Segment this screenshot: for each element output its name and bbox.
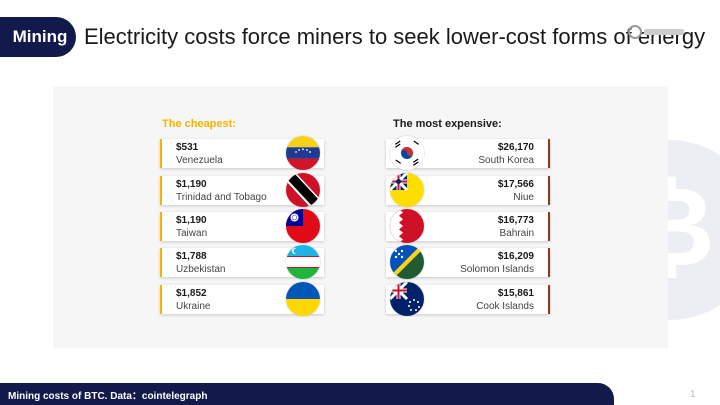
expensive-card: $17,566 Niue [386, 173, 550, 207]
expensive-country: Niue [513, 192, 534, 203]
cheapest-price: $531 [176, 142, 199, 153]
ukraine-flag-icon [286, 282, 320, 316]
company-logo-icon [628, 25, 684, 39]
cheapest-header: The cheapest: [162, 118, 236, 130]
footer-caption: Mining costs of BTC. Data：cointelegraph [8, 390, 208, 402]
venezuela-flag-icon [286, 136, 320, 170]
cheapest-country: Trinidad and Tobago [176, 192, 267, 203]
cheapest-country: Uzbekistan [176, 264, 226, 275]
uzbekistan-flag-icon [286, 245, 320, 279]
expensive-country: Cook Islands [476, 301, 534, 312]
cheapest-card: $1,788 Uzbekistan [160, 245, 324, 279]
cheapest-country: Taiwan [176, 228, 208, 239]
most-expensive-header: The most expensive: [393, 118, 502, 130]
cheapest-card: $531 Venezuela [160, 136, 324, 170]
expensive-country: Solomon Islands [460, 264, 534, 275]
solomon-islands-flag-icon [390, 245, 424, 279]
page-number: 1 [690, 389, 696, 400]
niue-flag-icon [390, 173, 424, 207]
taiwan-flag-icon [286, 209, 320, 243]
section-tag: Mining [0, 17, 76, 57]
cook-islands-flag-icon [390, 282, 424, 316]
trinidad-and-tobago-flag-icon [286, 173, 320, 207]
expensive-card: $26,170 South Korea [386, 136, 550, 170]
south-korea-flag-icon [390, 136, 424, 170]
cheapest-price: $1,788 [176, 251, 207, 262]
footer-caption-bar: Mining costs of BTC. Data：cointelegraph [0, 383, 614, 405]
expensive-price: $15,861 [497, 288, 534, 299]
expensive-price: $26,170 [497, 142, 534, 153]
cheapest-card: $1,852 Ukraine [160, 282, 324, 316]
expensive-country: South Korea [478, 155, 534, 166]
cheapest-country: Ukraine [176, 301, 211, 312]
expensive-price: $16,773 [497, 215, 534, 226]
expensive-country: Bahrain [499, 228, 534, 239]
bahrain-flag-icon [390, 209, 424, 243]
expensive-price: $17,566 [497, 179, 534, 190]
expensive-card: $16,773 Bahrain [386, 209, 550, 243]
cheapest-price: $1,190 [176, 179, 207, 190]
expensive-card: $15,861 Cook Islands [386, 282, 550, 316]
cheapest-price: $1,190 [176, 215, 207, 226]
cheapest-card: $1,190 Trinidad and Tobago [160, 173, 324, 207]
expensive-price: $16,209 [497, 251, 534, 262]
cheapest-card: $1,190 Taiwan [160, 209, 324, 243]
cheapest-country: Venezuela [176, 155, 223, 166]
page-title: Electricity costs force miners to seek l… [84, 24, 706, 49]
expensive-card: $16,209 Solomon Islands [386, 245, 550, 279]
cheapest-price: $1,852 [176, 288, 207, 299]
comparison-panel [53, 86, 668, 348]
